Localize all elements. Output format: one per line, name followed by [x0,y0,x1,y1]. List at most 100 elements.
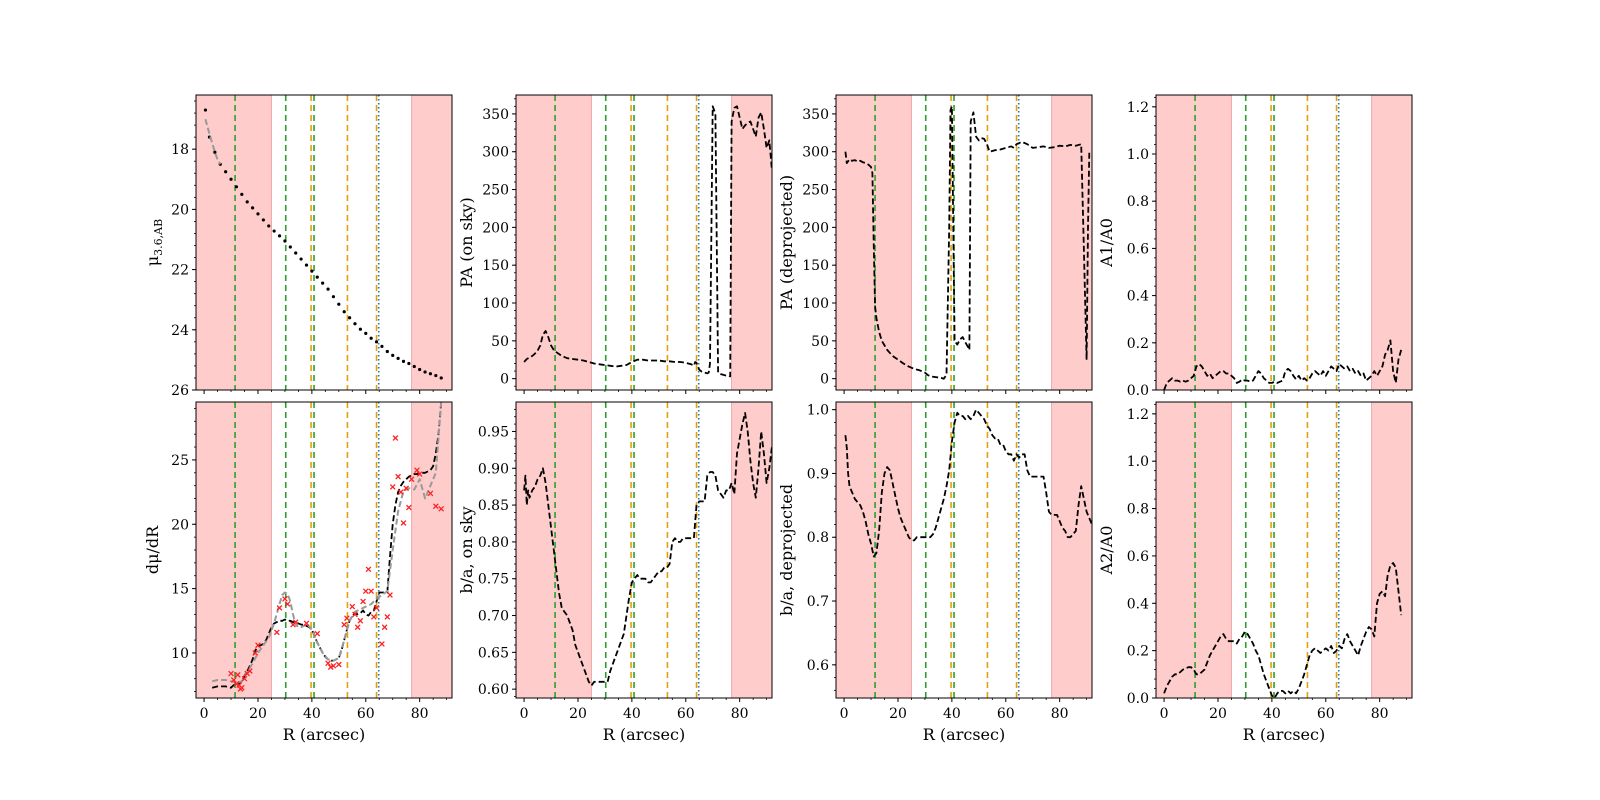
data-point-x [362,588,369,595]
data-point-x [395,473,401,480]
y-tick-label: 0.4 [1127,289,1149,305]
x-tick-label: 60 [997,706,1015,722]
data-point-x [397,489,404,495]
y-tick-label: 0 [500,372,509,388]
data-point [283,239,287,243]
y-tick-label: 20 [171,517,189,533]
x-axis-label: R (arcsec) [923,725,1005,744]
data-point [203,108,208,112]
data-point-x [365,566,372,573]
y-tick-label: 1.2 [1127,407,1149,423]
x-axis-label: R (arcsec) [1243,725,1325,744]
data-point [326,287,330,291]
x-tick-label: 0 [520,706,529,722]
data-point [256,212,260,216]
data-point [337,302,341,306]
data-point [245,200,249,204]
data-point-x [330,662,337,669]
y-tick-label: 350 [802,107,829,123]
shaded-region [731,402,772,698]
shaded-region [731,95,772,390]
y-tick-label: 0.70 [478,609,509,625]
y-axis-label: b/a, on sky [457,506,476,593]
panel-mu: 18 20 22 24 26 μ3.6,AB [143,94,453,399]
y-tick-label: 0 [820,372,829,388]
y-axis-label: dμ/dR [143,525,162,574]
y-tick-label: 250 [802,183,829,199]
panel-pa-deproj: 0 50 100 150 200 250 300 350 PA (deprojected) [777,94,1093,394]
data-point-x [416,471,423,477]
axes-frame [1155,94,1413,391]
data-point-x [392,435,399,441]
shaded-region [411,402,452,698]
y-tick-label: 0.80 [478,535,509,551]
x-tick-label: 20 [569,706,587,722]
data-point [277,234,282,238]
data-point-x [360,598,366,605]
x-tick-label: 0 [840,706,849,722]
y-tick-label: 18 [171,142,189,158]
y-tick-label: 24 [171,323,189,339]
data-point [348,316,352,320]
shaded-region [1051,402,1092,698]
y-tick-label: 150 [802,258,829,274]
data-point [267,224,271,228]
data-point [315,275,319,279]
data-point-x [241,675,248,682]
y-tick-label: 15 [171,582,189,598]
plot-area [516,95,772,390]
data-point [261,218,265,222]
y-tick-label: 0.9 [807,466,829,482]
data-point-x [344,615,350,622]
data-point [229,177,233,181]
x-tick-label: 0 [1160,706,1169,722]
data-point [412,364,416,369]
data-point-x [282,596,288,602]
shaded-region [196,402,272,698]
shaded-region [411,95,452,390]
series-b/a [523,412,772,687]
y-tick-label: 0.2 [1127,336,1149,352]
y-tick-label: 350 [482,107,509,123]
y-tick-label: 0.60 [478,682,509,698]
shaded-region [1371,95,1412,390]
panel-a1: 0.0 0.2 0.4 0.6 0.8 1.0 1.2 A1/A0 [1097,94,1413,399]
data-point-x [276,605,283,611]
series-PA [844,105,1091,380]
data-point-x [384,614,391,620]
data-point [434,373,438,378]
data-point-x [373,605,380,611]
y-tick-label: 250 [482,183,509,199]
data-point-x [349,603,356,610]
x-tick-label: 20 [1209,706,1227,722]
data-point-x [408,476,415,483]
plot-area [836,95,1092,390]
data-point [374,340,379,344]
y-tick-label: 150 [482,258,509,274]
y-tick-label: 1.0 [1127,147,1149,163]
data-point [299,257,303,261]
y-axis-label: A1/A0 [1097,218,1116,268]
x-tick-label: 60 [1317,706,1335,722]
shaded-region [1156,402,1232,698]
data-point [401,359,406,364]
data-point-x [379,641,385,647]
y-axis-label: A2/A0 [1097,526,1116,576]
data-point-x [354,624,361,631]
x-tick-label: 80 [411,706,429,722]
shaded-region [1156,95,1232,390]
data-point [428,372,433,376]
data-point-x [230,677,237,683]
y-tick-label: 0.90 [478,461,509,477]
data-point [423,370,427,374]
data-point-x [406,504,412,511]
data-point-x [255,642,261,649]
data-point-x [234,671,241,678]
data-point-x [357,617,364,624]
x-tick-label: 60 [677,706,695,722]
y-tick-label: 1.0 [807,403,829,419]
y-axis-label: PA (on sky) [457,197,476,287]
series-PA [523,105,772,378]
shaded-region [196,95,272,390]
data-point-x [238,684,245,691]
